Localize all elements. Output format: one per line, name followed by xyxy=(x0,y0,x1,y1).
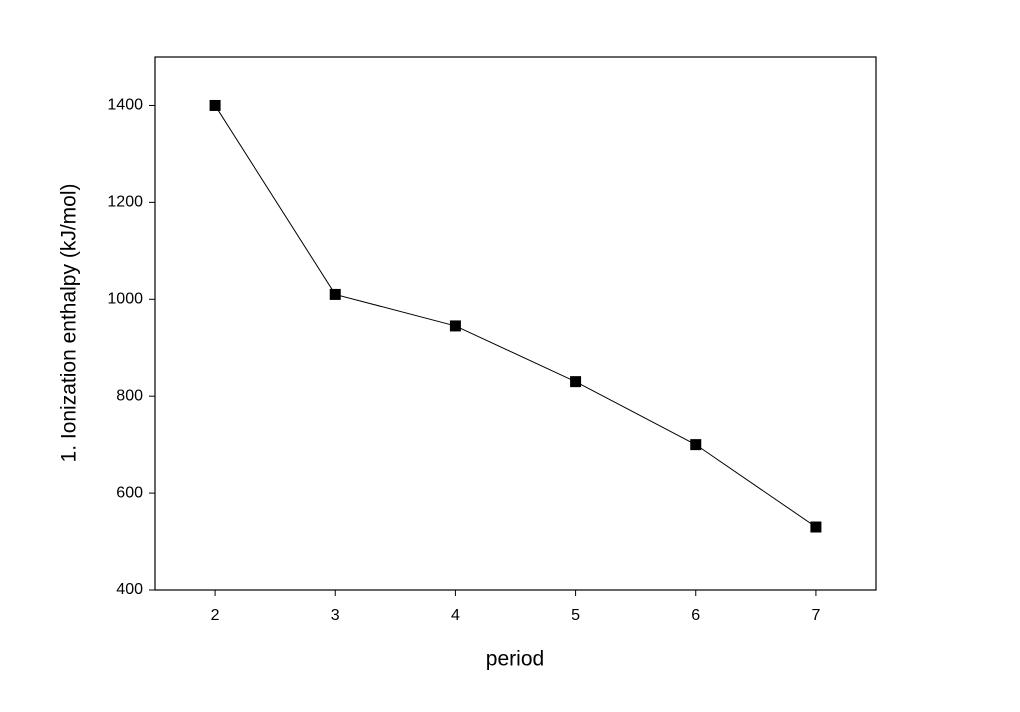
marker xyxy=(449,320,461,332)
marker xyxy=(209,99,221,111)
plot-frame xyxy=(154,56,877,591)
y-tick-label: 1000 xyxy=(107,290,143,307)
x-tick-label: 6 xyxy=(691,607,700,624)
x-axis-label: period xyxy=(486,648,544,671)
x-tick-label: 2 xyxy=(211,607,220,624)
x-tick-label: 4 xyxy=(451,607,460,624)
marker xyxy=(570,376,582,388)
x-tick-label: 3 xyxy=(331,607,340,624)
marker xyxy=(690,439,702,451)
marker xyxy=(329,288,341,300)
series-line xyxy=(214,105,817,528)
y-tick-label: 400 xyxy=(116,581,143,598)
y-tick-label: 600 xyxy=(116,484,143,501)
marker xyxy=(810,521,822,533)
y-tick-label: 800 xyxy=(116,387,143,404)
y-tick-label: 1200 xyxy=(107,194,143,211)
x-tick-label: 5 xyxy=(571,607,580,624)
x-tick-label: 7 xyxy=(811,607,820,624)
y-tick-label: 1400 xyxy=(107,97,143,114)
y-axis-label: 1. Ionization enthalpy (kJ/mol) xyxy=(58,184,81,463)
